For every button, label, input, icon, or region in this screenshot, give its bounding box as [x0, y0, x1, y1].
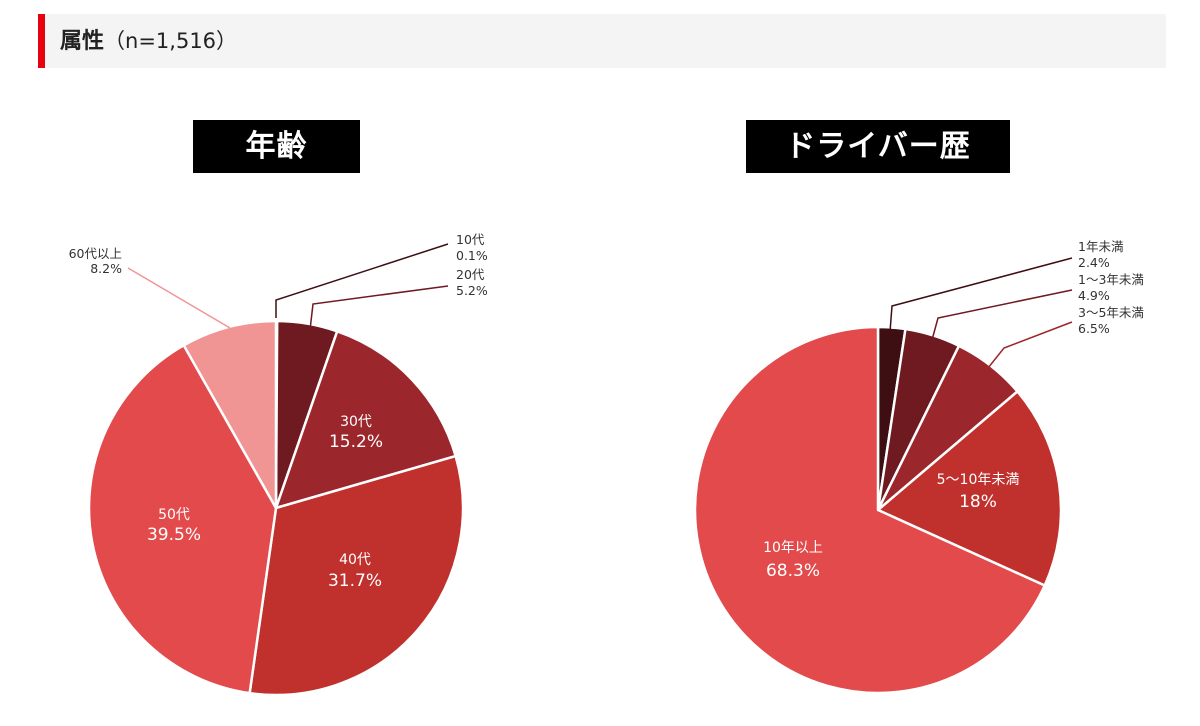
slice-value-0-5: 8.2%	[90, 261, 122, 276]
slice-label-1-1: 1〜3年未満	[1078, 272, 1144, 287]
slice-label-0-1: 20代	[456, 267, 485, 282]
slice-label-1-3: 5〜10年未満	[937, 472, 1020, 488]
slice-value-1-2: 6.5%	[1078, 321, 1110, 336]
pie-slice-0-4	[87, 344, 278, 695]
slice-label-0-2: 30代	[340, 414, 372, 430]
section-title: 属性（n=1,516）	[60, 14, 237, 68]
leader-line-1-1	[931, 289, 1073, 341]
pie-slice-0-3	[248, 454, 465, 697]
slice-value-1-3: 18%	[959, 492, 997, 512]
leader-line-0-1	[309, 285, 449, 331]
leader-line-1-2	[987, 321, 1073, 369]
slice-value-0-0: 0.1%	[456, 248, 488, 263]
slice-value-0-2: 15.2%	[329, 432, 383, 452]
slice-value-1-4: 68.3%	[766, 561, 820, 581]
slice-value-0-1: 5.2%	[456, 283, 488, 298]
slice-label-0-3: 40代	[339, 552, 371, 568]
sample-size: （n=1,516）	[104, 29, 238, 53]
pie-slice-1-3	[876, 390, 1063, 587]
age-chart-title: 年齢	[193, 120, 360, 173]
slice-value-0-4: 39.5%	[147, 525, 201, 545]
slice-label-0-5: 60代以上	[69, 246, 122, 261]
section-title-text: 属性	[60, 29, 105, 54]
slice-value-1-0: 2.4%	[1078, 255, 1110, 270]
leader-line-0-5	[127, 267, 231, 329]
slice-label-0-4: 50代	[158, 507, 190, 523]
driver-chart-title: ドライバー歴	[746, 120, 1010, 173]
slice-label-1-4: 10年以上	[763, 540, 823, 556]
pie-slice-1-4	[693, 325, 1046, 695]
slice-label-1-0: 1年未満	[1078, 239, 1123, 254]
leader-line-1-0	[889, 257, 1073, 333]
slice-label-0-0: 10代	[456, 232, 485, 247]
slice-value-0-3: 31.7%	[328, 571, 382, 591]
header-accent-bar	[38, 14, 45, 68]
leader-line-0-0	[275, 243, 449, 318]
slice-label-1-2: 3〜5年未満	[1078, 305, 1144, 320]
section-header: 属性（n=1,516）	[38, 14, 1166, 68]
pie-slice-0-2	[274, 330, 457, 510]
slice-value-1-1: 4.9%	[1078, 288, 1110, 303]
